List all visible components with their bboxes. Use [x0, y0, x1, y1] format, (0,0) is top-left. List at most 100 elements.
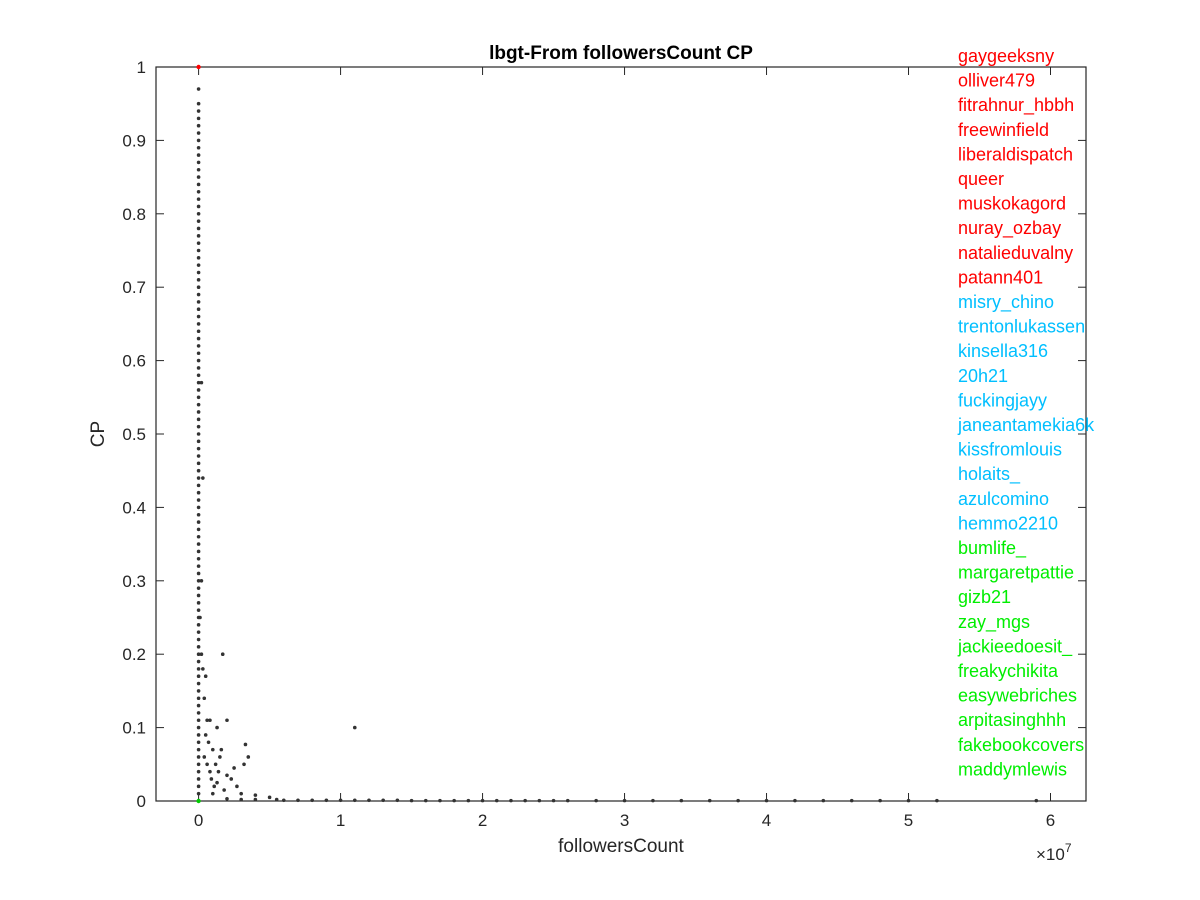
data-point — [196, 564, 201, 568]
data-point — [196, 630, 201, 634]
user-name-label: jackieedoesit_ — [957, 636, 1073, 657]
y-tick-label: 0.6 — [122, 352, 146, 371]
data-point — [196, 593, 201, 598]
data-point — [196, 733, 201, 737]
data-point — [196, 212, 201, 216]
data-point — [205, 718, 209, 723]
highlight-points — [196, 64, 201, 804]
data-point — [196, 777, 201, 781]
data-point — [201, 667, 205, 671]
x-axis-exponent-power: 7 — [1065, 841, 1072, 855]
data-point — [196, 623, 201, 627]
data-point — [229, 777, 234, 781]
data-point — [196, 256, 201, 260]
data-point — [220, 652, 225, 656]
data-point — [338, 798, 343, 803]
data-point — [246, 755, 251, 759]
user-name-label: maddymlewis — [958, 759, 1067, 779]
data-point — [196, 388, 201, 392]
data-point — [438, 798, 442, 803]
data-point — [1034, 798, 1039, 803]
data-point — [225, 773, 229, 778]
data-point — [218, 755, 222, 759]
data-point — [679, 798, 684, 803]
data-point — [196, 483, 201, 488]
user-name-label: margaretpattie — [958, 563, 1074, 583]
data-point — [196, 542, 201, 546]
data-point — [196, 197, 201, 201]
data-point — [274, 797, 279, 802]
data-point — [199, 380, 204, 385]
data-point — [196, 358, 201, 363]
y-tick-label: 0.1 — [122, 719, 146, 738]
data-point — [196, 322, 201, 326]
data-point — [381, 798, 385, 803]
user-name-label: kissfromlouis — [958, 440, 1062, 460]
data-point — [196, 645, 201, 649]
user-name-label: zay_mgs — [958, 612, 1030, 633]
data-point — [395, 798, 400, 803]
data-point — [196, 424, 201, 429]
data-point — [196, 336, 201, 341]
x-tick-label: 0 — [194, 811, 203, 830]
data-point — [196, 601, 201, 605]
data-point — [196, 579, 201, 583]
data-point — [494, 798, 499, 803]
data-point — [196, 189, 201, 194]
user-name-label: patann401 — [958, 267, 1043, 287]
data-point — [196, 219, 201, 223]
data-point — [235, 784, 239, 789]
data-point — [253, 797, 258, 802]
y-tick-label: 0.5 — [122, 425, 146, 444]
x-tick-label: 4 — [762, 811, 771, 830]
data-point — [906, 798, 911, 803]
data-point — [202, 755, 207, 759]
y-tick-label: 0.9 — [122, 131, 146, 150]
data-point — [196, 718, 201, 723]
data-point — [196, 278, 201, 282]
data-point — [212, 784, 217, 789]
data-point — [196, 167, 201, 172]
data-point — [232, 766, 236, 770]
data-point — [196, 292, 201, 297]
user-name-label: hemmo2210 — [958, 513, 1058, 533]
x-axis-label: followersCount — [558, 836, 684, 857]
y-tick-label: 0.3 — [122, 572, 146, 591]
data-point — [225, 796, 229, 801]
data-point — [216, 769, 221, 774]
user-name-label: muskokagord — [958, 194, 1066, 214]
data-point — [196, 439, 201, 444]
user-name-label: holaits_ — [958, 464, 1021, 485]
data-point — [196, 769, 201, 774]
x-tick-label: 3 — [620, 811, 629, 830]
y-axis-ticks: 0 0.1 0.2 0.3 0.4 0.5 0.6 0.7 0.8 0.9 1 — [122, 58, 1086, 811]
user-name-label: natalieduvalny — [958, 243, 1073, 263]
data-point — [196, 490, 201, 495]
data-point — [281, 798, 286, 803]
data-point — [196, 725, 201, 730]
data-point — [196, 461, 201, 466]
data-point — [196, 740, 201, 745]
data-point — [537, 798, 542, 803]
user-name-label: queer — [958, 169, 1004, 189]
data-point — [196, 366, 201, 370]
data-point — [196, 307, 201, 312]
data-point — [196, 432, 201, 436]
data-point — [196, 784, 201, 789]
data-point — [793, 798, 797, 803]
data-point — [935, 798, 939, 803]
data-point — [202, 696, 207, 701]
data-point — [196, 153, 201, 157]
data-point — [196, 380, 201, 385]
data-point — [196, 608, 201, 612]
data-point — [196, 667, 201, 671]
data-point — [196, 520, 201, 524]
data-point — [196, 556, 201, 561]
data-point — [239, 791, 243, 796]
data-point — [196, 498, 201, 502]
data-point — [215, 725, 219, 730]
data-point — [196, 571, 201, 576]
user-name-label: misry_chino — [958, 292, 1054, 313]
data-point — [196, 791, 201, 796]
data-point — [196, 410, 201, 414]
